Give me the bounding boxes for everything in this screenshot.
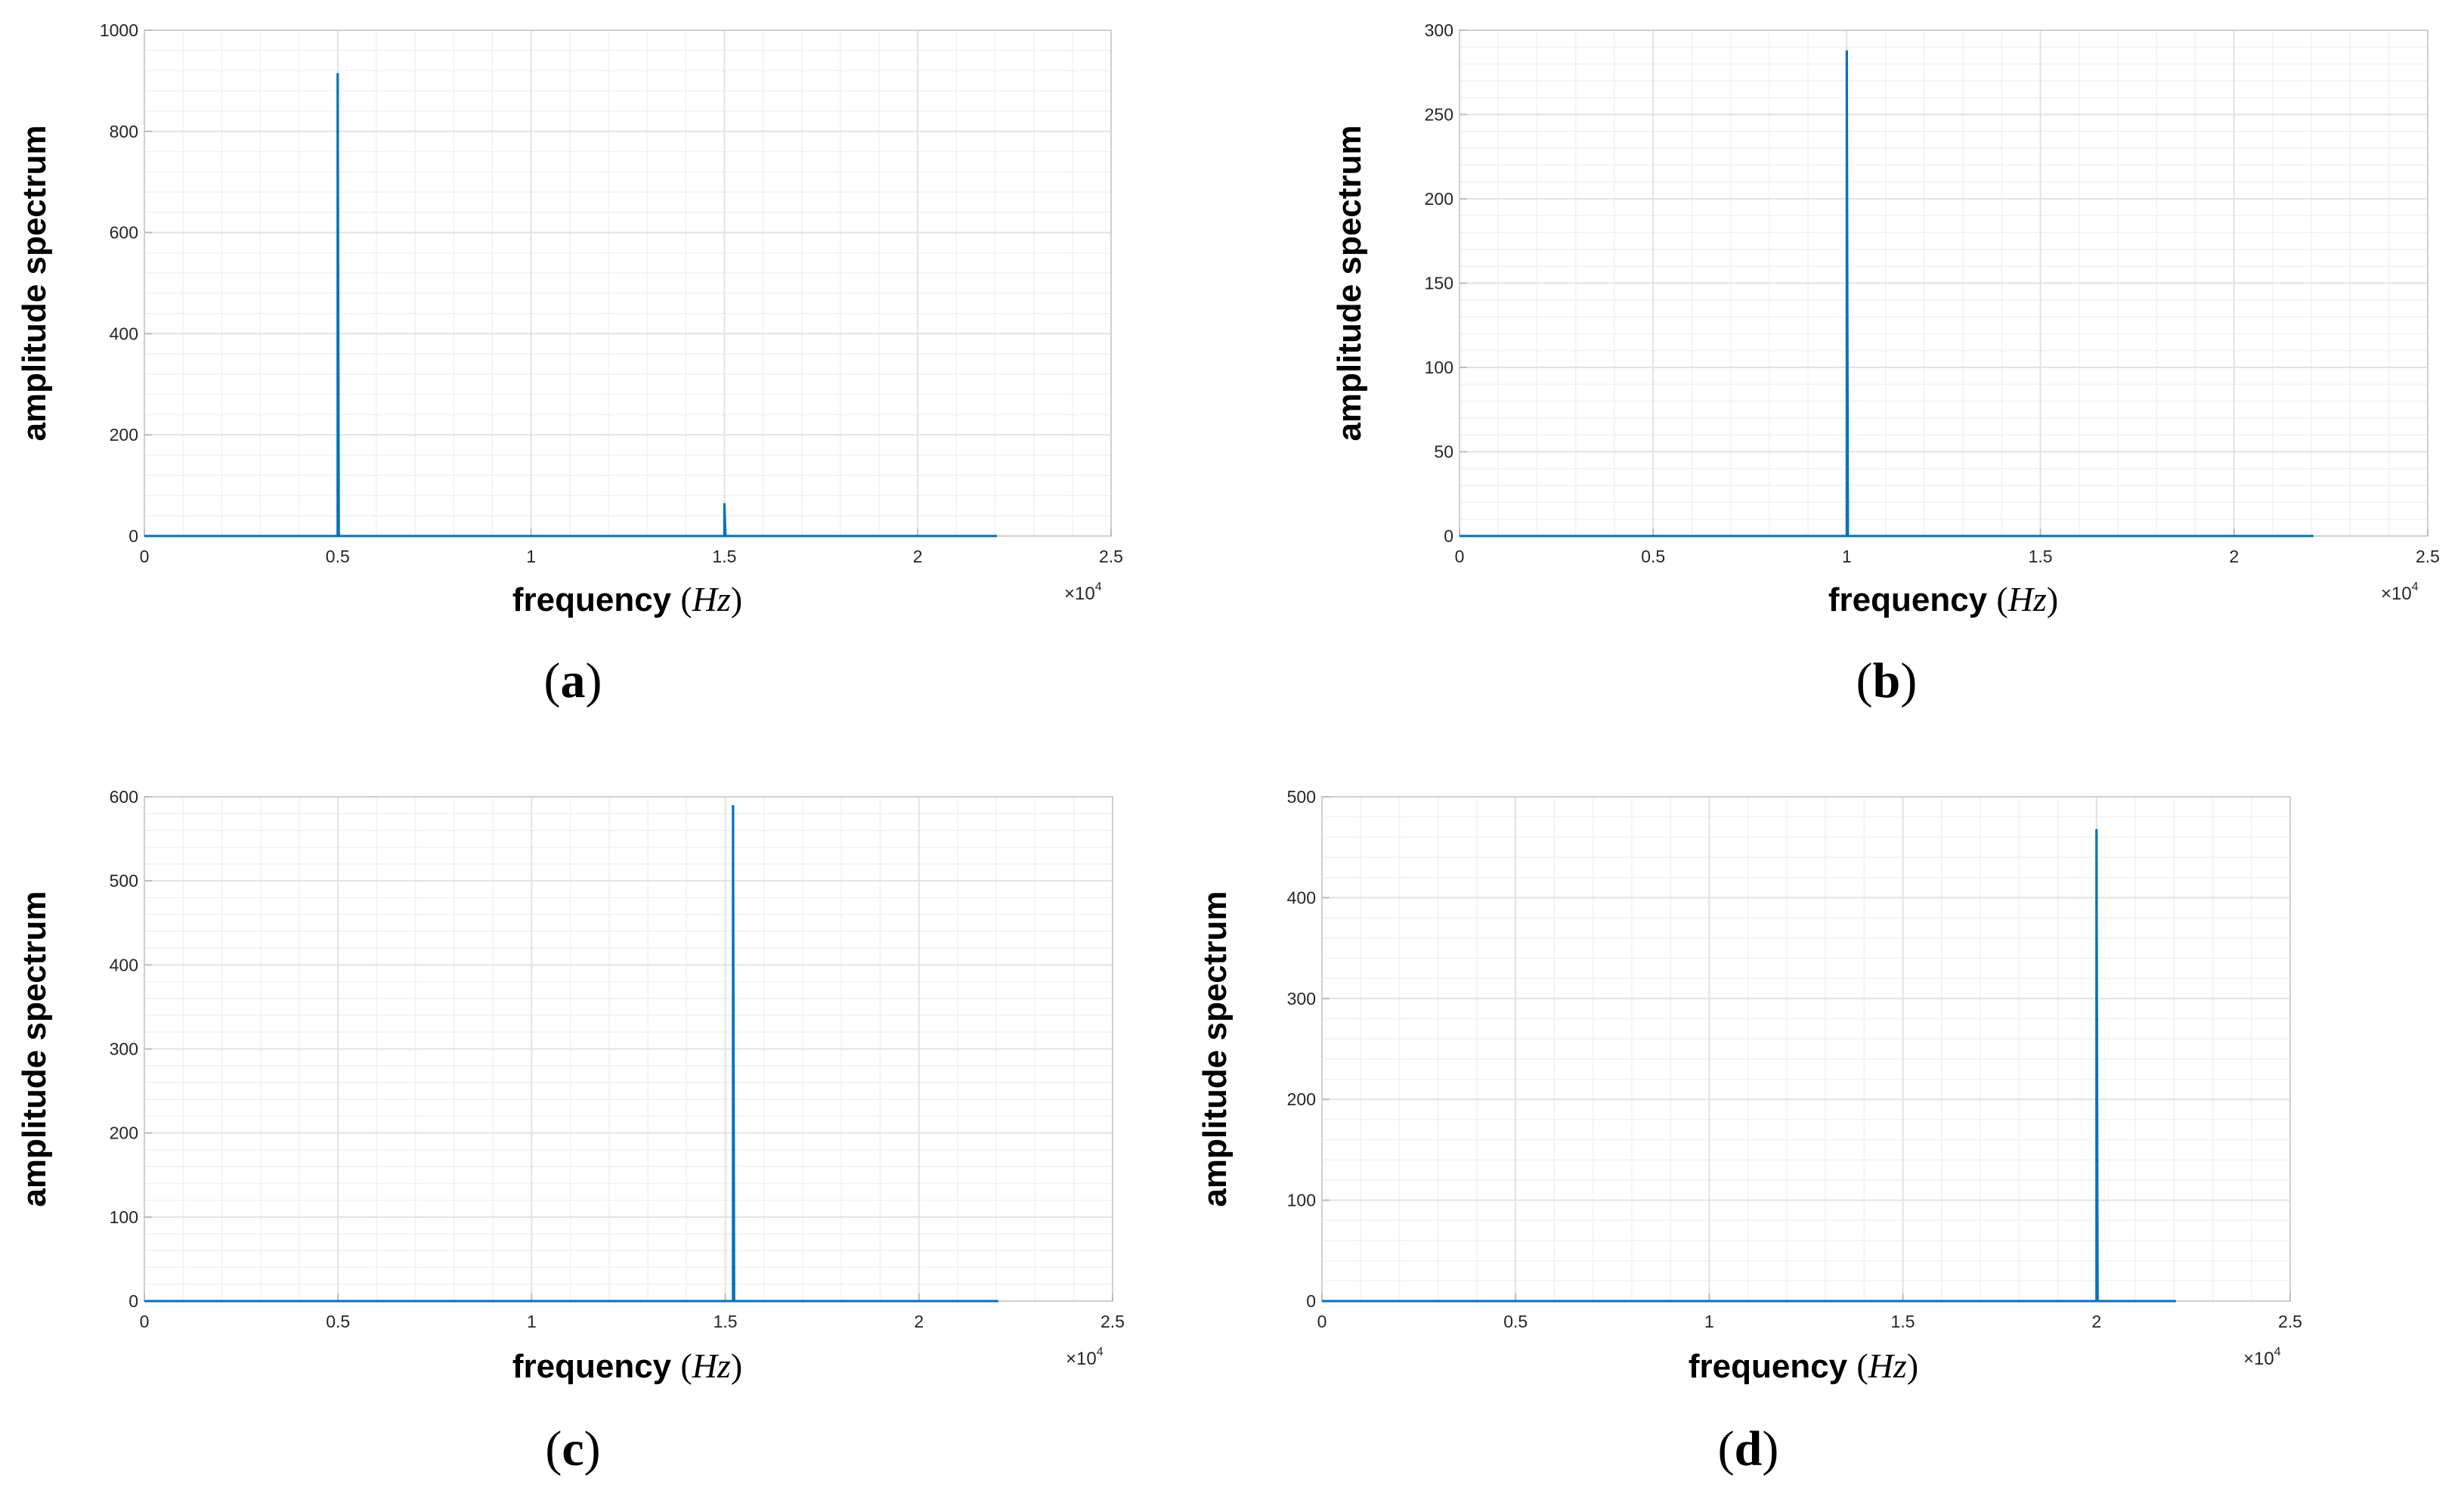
x-tick-label: 0.5: [1503, 1312, 1528, 1331]
y-tick-label: 400: [1287, 888, 1316, 907]
x-tick-label: 1: [527, 1312, 537, 1331]
y-tick-label: 150: [1425, 274, 1453, 293]
panel-d: 0 0.5 1 1.5 2 2.5 0 100 200 300 400 500 ×104 frequenc…: [1196, 787, 2302, 1476]
y-tick-label: 500: [110, 871, 138, 891]
y-axis-label: amplitude spectrum: [1331, 125, 1368, 441]
y-tick-label: 0: [128, 1291, 138, 1311]
y-tick-label: 200: [110, 425, 138, 445]
y-tick-label: 0: [128, 526, 138, 546]
y-axis-label: amplitude spectrum: [16, 891, 53, 1207]
x-axis-multiplier: ×104: [2243, 1346, 2281, 1369]
y-tick-label: 600: [110, 223, 138, 243]
x-tick-label: 2.5: [2278, 1312, 2302, 1331]
axes-background: [1322, 797, 2290, 1301]
x-tick-label: 0.5: [326, 1312, 350, 1331]
x-axis-label: frequency (Hz): [1689, 1346, 1918, 1385]
y-tick-label: 300: [1287, 989, 1316, 1009]
x-tick-label: 1.5: [1891, 1312, 1915, 1331]
x-tick-label: 0: [1455, 547, 1465, 566]
x-tick-label: 2: [913, 547, 923, 566]
y-tick-label: 400: [110, 324, 138, 343]
x-tick-label: 0.5: [1641, 547, 1665, 566]
x-tick-label: 2.5: [2416, 547, 2440, 566]
x-tick-label: 1: [1842, 547, 1852, 566]
x-axis-multiplier: ×104: [1066, 1346, 1104, 1369]
x-axis-label: frequency (Hz): [512, 1346, 742, 1385]
y-tick-label: 400: [110, 955, 138, 974]
y-axis-label: amplitude spectrum: [16, 125, 53, 441]
panel-a: 0 0.5 1 1.5 2 2.5 0 200 400 600 800 1000 ×104 frequen…: [16, 20, 1123, 708]
y-tick-label: 100: [1287, 1191, 1316, 1210]
x-axis-label: frequency (Hz): [512, 580, 742, 618]
panel-label: (b): [1856, 653, 1918, 708]
y-tick-label: 200: [1425, 189, 1453, 209]
y-tick-label: 200: [110, 1123, 138, 1143]
x-tick-label: 2.5: [1100, 1312, 1125, 1331]
x-axis-multiplier: ×104: [2381, 581, 2419, 604]
y-tick-label: 600: [110, 787, 138, 807]
y-tick-label: 800: [110, 122, 138, 141]
x-tick-label: 2: [2091, 1312, 2101, 1331]
x-axis-label: frequency (Hz): [1828, 580, 2058, 618]
y-tick-label: 100: [110, 1207, 138, 1227]
x-tick-label: 0: [1317, 1312, 1327, 1331]
y-tick-label: 250: [1425, 105, 1453, 125]
y-tick-label: 50: [1434, 442, 1453, 462]
x-tick-label: 1.5: [712, 547, 736, 566]
y-tick-label: 0: [1306, 1291, 1316, 1311]
panel-label: (a): [544, 653, 602, 708]
panel-label: (c): [545, 1421, 600, 1476]
panel-c: 0 0.5 1 1.5 2 2.5 0 100 200 300 400 500 600 ×104 frequ…: [16, 787, 1125, 1476]
y-tick-label: 1000: [100, 20, 138, 40]
x-tick-label: 2: [914, 1312, 924, 1331]
panel-b: 0 0.5 1 1.5 2 2.5 0 50 100 150 200 250 300 ×104 freque…: [1331, 20, 2440, 708]
x-axis-multiplier: ×104: [1064, 581, 1102, 604]
x-tick-label: 0.5: [326, 547, 350, 566]
x-tick-label: 1: [1704, 1312, 1714, 1331]
y-axis-label: amplitude spectrum: [1196, 891, 1234, 1207]
axes-background: [144, 30, 1111, 536]
x-tick-label: 1: [526, 547, 536, 566]
x-tick-label: 0: [140, 1312, 150, 1331]
y-tick-label: 500: [1287, 787, 1316, 807]
x-tick-label: 1.5: [714, 1312, 738, 1331]
y-tick-label: 300: [1425, 20, 1453, 40]
panel-label: (d): [1718, 1421, 1779, 1476]
y-tick-label: 100: [1425, 358, 1453, 377]
x-tick-label: 0: [140, 547, 150, 566]
x-tick-label: 2.5: [1099, 547, 1123, 566]
y-tick-label: 0: [1444, 526, 1453, 546]
y-tick-label: 200: [1287, 1089, 1316, 1109]
y-tick-label: 300: [110, 1040, 138, 1059]
x-tick-label: 2: [2229, 547, 2239, 566]
x-tick-label: 1.5: [2029, 547, 2053, 566]
